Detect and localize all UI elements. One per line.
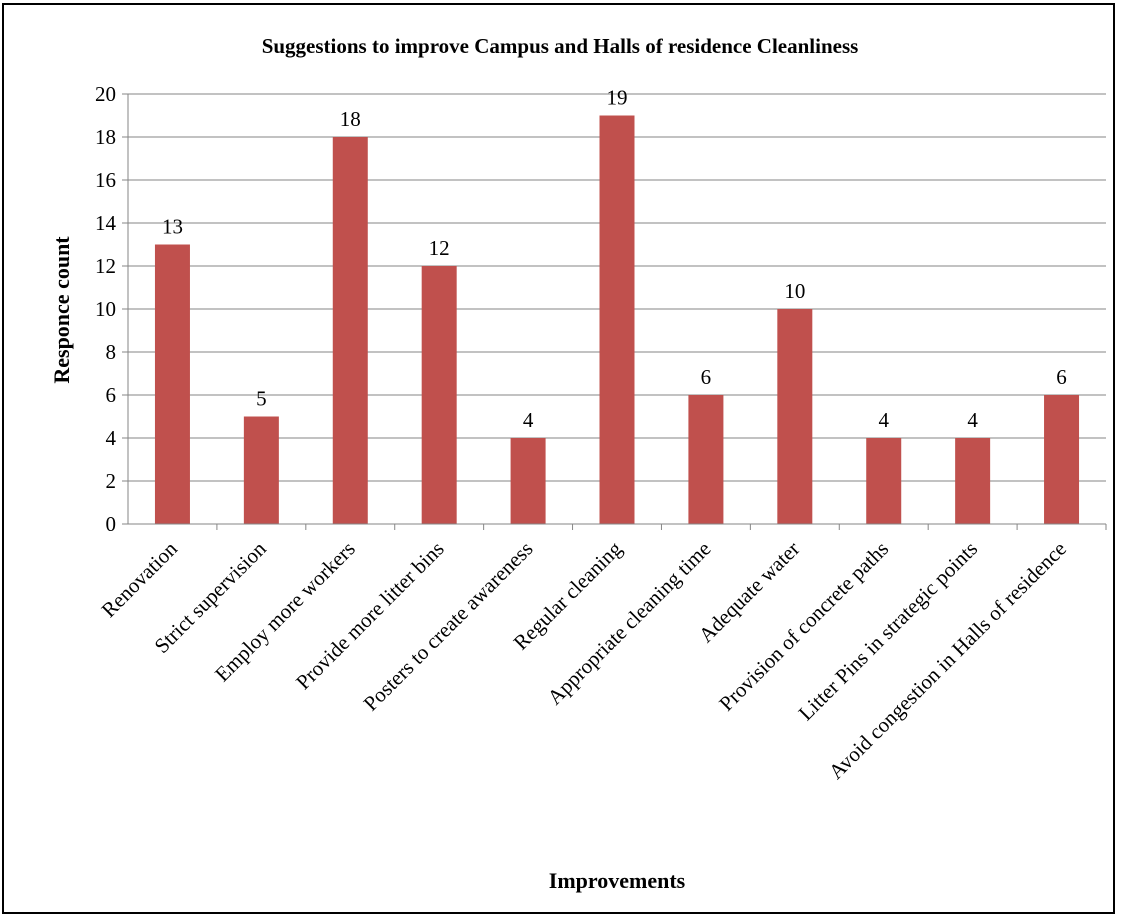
bar bbox=[510, 438, 546, 524]
bar bbox=[777, 309, 813, 524]
y-tick-label: 2 bbox=[106, 469, 117, 493]
data-labels: 13 5 18 12 4 19 6 10 4 4 6 bbox=[162, 86, 1067, 433]
bar bbox=[1044, 395, 1080, 524]
x-tick-label: Renovation bbox=[97, 536, 183, 622]
data-label: 6 bbox=[1056, 365, 1067, 389]
data-label: 4 bbox=[523, 408, 534, 432]
bar bbox=[243, 416, 279, 524]
y-tick-label: 10 bbox=[95, 297, 116, 321]
bar bbox=[688, 395, 724, 524]
bar bbox=[955, 438, 991, 524]
x-axis-title: Improvements bbox=[549, 868, 686, 893]
bars bbox=[154, 115, 1080, 524]
y-tick-label: 4 bbox=[106, 426, 117, 450]
x-tick-label: Litter Pins in strategic points bbox=[794, 537, 983, 726]
data-label: 13 bbox=[162, 215, 183, 239]
bar bbox=[154, 244, 190, 524]
y-tick-label: 14 bbox=[95, 211, 117, 235]
data-label: 10 bbox=[784, 279, 805, 303]
data-label: 6 bbox=[701, 365, 712, 389]
data-label: 12 bbox=[429, 236, 450, 260]
y-tick-label: 0 bbox=[106, 512, 117, 536]
y-tick-label: 16 bbox=[95, 168, 116, 192]
data-label: 4 bbox=[878, 408, 889, 432]
y-tick-label: 12 bbox=[95, 254, 116, 278]
axes bbox=[122, 94, 1106, 525]
bar bbox=[421, 266, 457, 524]
x-tick-label: Provision of concrete paths bbox=[714, 537, 893, 716]
data-label: 4 bbox=[967, 408, 978, 432]
x-tick-label: Posters to create awareness bbox=[359, 537, 538, 716]
y-tick-label: 20 bbox=[95, 82, 116, 106]
x-tick-label: Provide more litter bins bbox=[291, 537, 449, 695]
bar bbox=[599, 115, 635, 524]
data-label: 5 bbox=[256, 387, 267, 411]
y-tick-label: 18 bbox=[95, 125, 116, 149]
bar bbox=[332, 137, 368, 524]
y-tick-label: 6 bbox=[106, 383, 117, 407]
bar bbox=[866, 438, 902, 524]
x-tick-label: Appropriate cleaning time bbox=[543, 537, 716, 710]
chart-title: Suggestions to improve Campus and Halls … bbox=[262, 34, 859, 58]
y-axis-ticks: 0 2 4 6 8 10 12 14 16 18 20 bbox=[95, 82, 128, 536]
y-tick-label: 8 bbox=[106, 340, 117, 364]
y-axis-title: Responce count bbox=[49, 236, 74, 384]
data-label: 18 bbox=[340, 107, 361, 131]
data-label: 19 bbox=[607, 86, 628, 110]
